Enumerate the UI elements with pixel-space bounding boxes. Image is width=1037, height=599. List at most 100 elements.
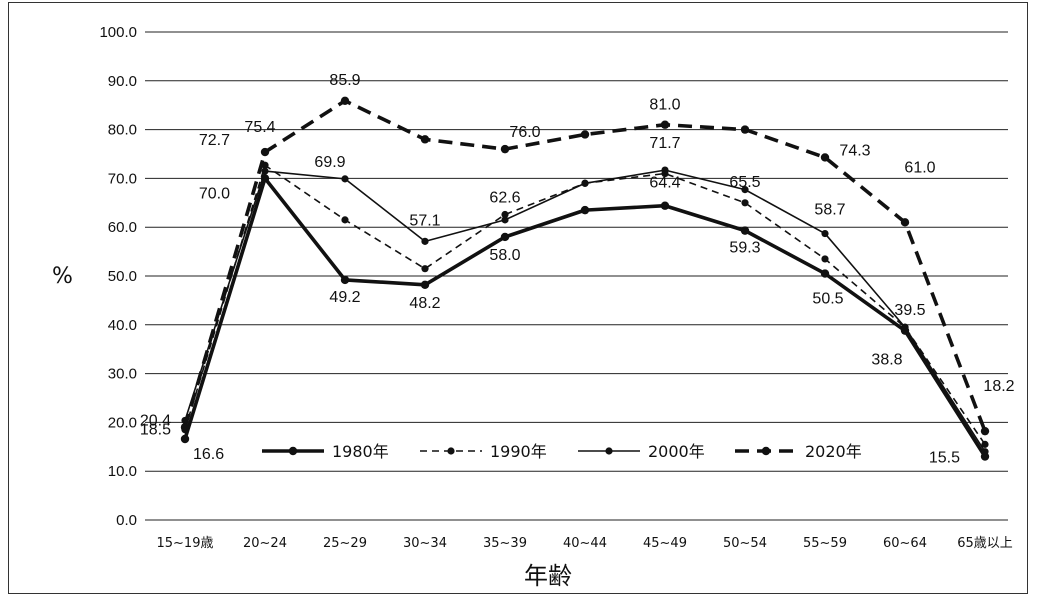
x-tick-label: 20~24 <box>243 536 287 551</box>
data-label: 38.8 <box>871 352 902 369</box>
data-point <box>420 280 430 289</box>
data-label: 62.6 <box>489 190 520 207</box>
data-point <box>421 237 429 245</box>
data-point <box>180 423 190 432</box>
data-point <box>341 216 349 224</box>
data-point <box>501 210 509 219</box>
data-label: 59.3 <box>729 240 760 257</box>
data-point <box>260 147 270 157</box>
gridlines <box>145 31 1008 521</box>
data-label: 48.2 <box>409 295 440 312</box>
x-tick-label: 60~64 <box>883 536 927 551</box>
data-label: 49.2 <box>329 289 360 306</box>
data-label: 72.7 <box>199 132 230 149</box>
x-tick-label: 55~59 <box>803 536 847 551</box>
data-label: 16.6 <box>193 446 224 463</box>
data-label: 18.2 <box>983 378 1014 395</box>
series-lines <box>180 96 990 461</box>
data-label: 69.9 <box>314 154 345 171</box>
legend-marker <box>447 447 455 455</box>
data-point <box>581 179 589 187</box>
y-tick-label: 90.0 <box>108 73 137 90</box>
legend-label: 1980年 <box>332 442 389 461</box>
y-tick-label: 40.0 <box>108 317 137 334</box>
data-point <box>981 440 989 448</box>
data-point <box>500 144 510 154</box>
data-point <box>340 96 350 106</box>
x-tick-label: 65歳以上 <box>957 536 1013 551</box>
data-label: 61.0 <box>904 159 935 176</box>
x-tick-label: 15~19歳 <box>157 536 214 551</box>
data-label: 58.7 <box>814 202 845 219</box>
data-point <box>741 199 749 207</box>
data-point <box>340 275 350 285</box>
data-point <box>180 434 190 444</box>
chart-frame <box>8 2 1028 594</box>
data-label: 58.0 <box>489 247 520 264</box>
y-tick-label: 0.0 <box>116 512 137 529</box>
x-axis-ticks: 15~19歳 20~24 25~29 30~34 35~39 40~44 45~49 50~5… <box>157 536 1013 551</box>
x-tick-label: 35~39 <box>483 536 527 551</box>
legend-marker <box>288 446 298 456</box>
data-point <box>660 120 670 129</box>
legend-label: 2020年 <box>805 442 862 461</box>
data-point <box>900 218 910 227</box>
data-point <box>820 153 830 162</box>
data-point <box>821 255 829 263</box>
series-line-3 <box>183 99 987 432</box>
data-point <box>980 426 990 436</box>
y-axis-label: % <box>52 264 73 289</box>
y-tick-label: 20.0 <box>108 414 137 431</box>
data-point <box>501 216 509 224</box>
data-point <box>500 232 510 242</box>
data-label: 74.3 <box>839 142 870 159</box>
x-tick-label: 50~54 <box>723 536 767 551</box>
data-label: 65.5 <box>729 174 760 191</box>
y-tick-label: 70.0 <box>108 170 137 187</box>
data-label: 76.0 <box>509 124 540 141</box>
data-label: 15.5 <box>929 449 960 466</box>
data-label: 20.4 <box>140 412 171 429</box>
legend: 1980年 1990年 2000年 2020年 <box>262 442 862 461</box>
y-tick-label: 80.0 <box>108 122 137 139</box>
data-point <box>820 269 830 278</box>
data-point <box>741 186 749 194</box>
y-tick-label: 10.0 <box>108 463 137 480</box>
y-tick-label: 30.0 <box>108 366 137 383</box>
legend-marker <box>761 446 771 456</box>
legend-label: 2000年 <box>648 442 705 461</box>
x-tick-label: 30~34 <box>403 536 447 551</box>
data-labels: 20.418.5 16.6 75.4 72.7 70.0 85.9 69.9 49.2 57.1… <box>140 72 1015 467</box>
data-label: 57.1 <box>409 212 440 229</box>
legend-marker <box>605 447 613 455</box>
data-label: 64.4 <box>649 175 680 192</box>
data-label: 85.9 <box>329 72 360 89</box>
legend-label: 1990年 <box>490 442 547 461</box>
data-point <box>580 130 590 139</box>
data-label: 39.5 <box>894 302 925 319</box>
y-tick-label: 60.0 <box>108 219 137 236</box>
data-point <box>421 265 429 273</box>
data-point <box>661 166 669 174</box>
data-point <box>740 226 750 235</box>
data-label: 81.0 <box>649 97 680 114</box>
data-point <box>341 175 349 183</box>
x-tick-label: 40~44 <box>563 536 607 551</box>
y-axis-ticks: 0.0 10.0 20.0 30.0 40.0 50.0 60.0 70.0 80.0 90.0 1… <box>99 24 137 529</box>
x-axis-label: 年齢 <box>524 562 572 590</box>
x-tick-label: 25~29 <box>323 536 367 551</box>
data-point <box>740 125 750 134</box>
data-label: 75.4 <box>244 119 275 136</box>
data-point <box>821 229 829 238</box>
x-tick-label: 45~49 <box>643 536 687 551</box>
y-tick-label: 100.0 <box>99 24 137 41</box>
data-point <box>420 135 430 144</box>
data-point <box>901 323 909 331</box>
data-point <box>660 201 670 210</box>
y-tick-label: 50.0 <box>108 268 137 285</box>
series-line-0 <box>183 176 987 458</box>
data-label: 50.5 <box>812 291 843 308</box>
data-label: 71.7 <box>649 135 680 152</box>
data-label: 18.5 <box>140 422 171 439</box>
